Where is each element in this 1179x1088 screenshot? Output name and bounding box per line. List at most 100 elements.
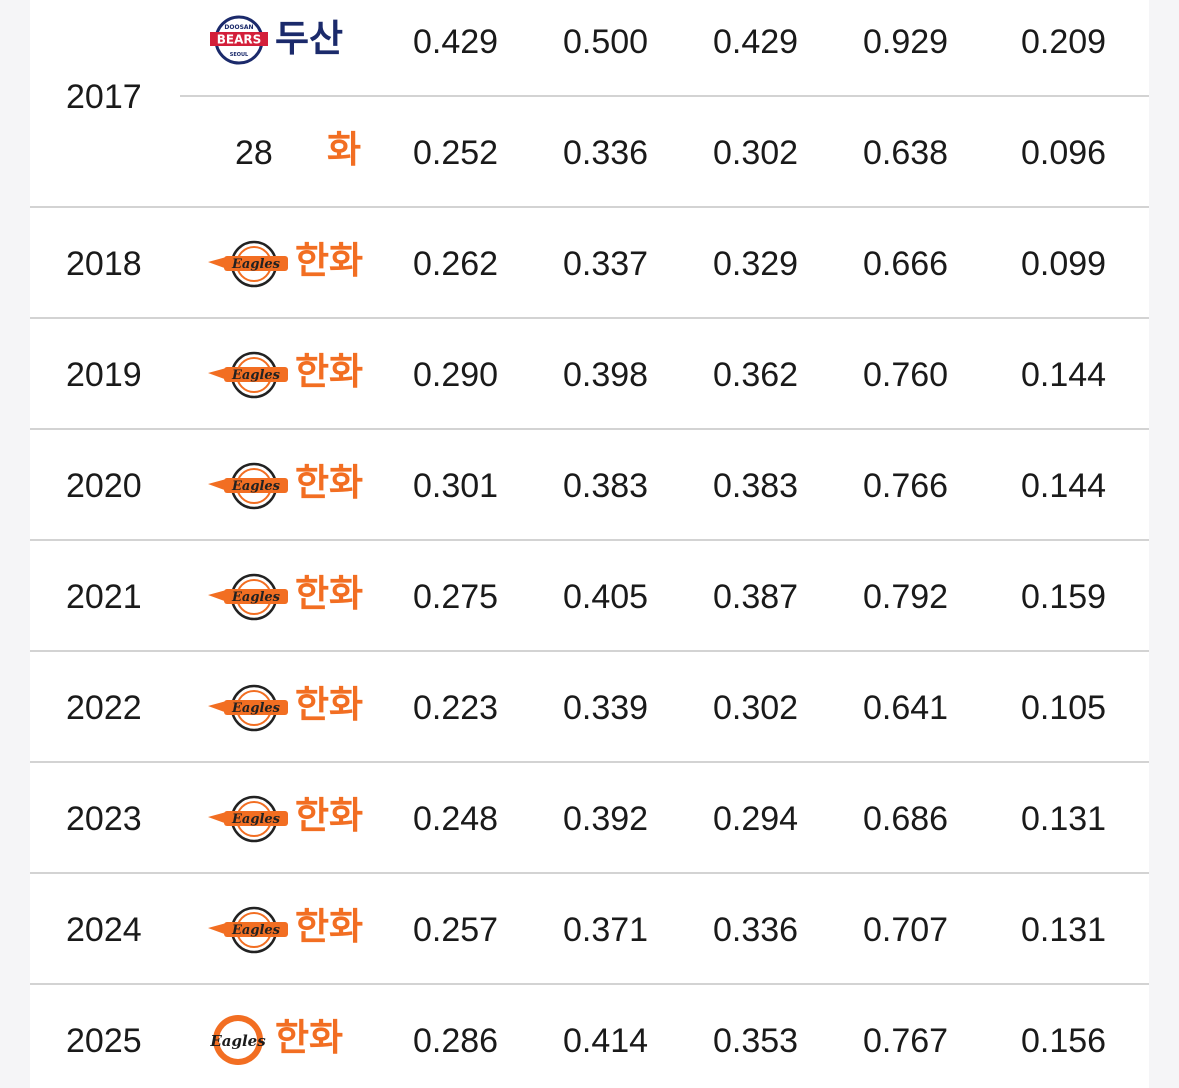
stat-value: 0.131 <box>1021 800 1107 838</box>
stat-value: 0.792 <box>863 578 949 616</box>
hanwha-eagles-logo-icon: Eagles <box>208 793 290 850</box>
logo-top-text: DOOSAN <box>224 24 253 31</box>
row-divider <box>30 761 1149 763</box>
stat-value: 0.144 <box>1021 467 1107 505</box>
year-cell: 2022 <box>66 689 142 727</box>
stat-value: 0.156 <box>1021 1022 1107 1060</box>
row-divider <box>180 95 1149 97</box>
stat-value: 0.500 <box>563 23 649 61</box>
team-name: 한화 <box>275 1017 344 1058</box>
stat-value: 0.383 <box>563 467 649 505</box>
stat-value: 0.336 <box>563 134 649 172</box>
stat-value: 0.383 <box>713 467 799 505</box>
row-divider <box>30 983 1149 985</box>
stat-value: 0.429 <box>413 23 499 61</box>
hanwha-eagles-logo-icon: Eagles <box>208 682 290 739</box>
stat-value: 0.641 <box>863 689 949 727</box>
hanwha-eagles-logo-icon: Eagles <box>208 904 290 961</box>
stat-value: 0.767 <box>863 1022 949 1060</box>
stat-value: 0.638 <box>863 134 949 172</box>
hanwha-eagles-logo-icon: Eagles <box>208 238 290 295</box>
stat-value: 0.371 <box>563 911 649 949</box>
row-prefix: 28 <box>235 134 273 172</box>
stat-value: 0.144 <box>1021 356 1107 394</box>
stat-value: 0.398 <box>563 356 649 394</box>
year-cell: 2017 <box>66 78 142 116</box>
logo-text: Eagles <box>231 923 281 938</box>
logo-text: Eagles <box>231 257 281 272</box>
team-name: 두산 <box>275 18 344 59</box>
stat-value: 0.302 <box>713 134 799 172</box>
year-cell: 2023 <box>66 800 142 838</box>
row-divider <box>30 539 1149 541</box>
stat-value: 0.336 <box>713 911 799 949</box>
stat-value: 0.294 <box>713 800 799 838</box>
team-name: 한화 <box>295 351 364 392</box>
row-divider <box>30 650 1149 652</box>
logo-bottom-text: SEOUL <box>230 52 249 58</box>
doosan-bears-logo-icon: DOOSAN BEARS SEOUL <box>210 15 268 70</box>
year-cell: 2025 <box>66 1022 142 1060</box>
stat-value: 0.262 <box>413 245 499 283</box>
stat-value: 0.686 <box>863 800 949 838</box>
stat-value: 0.131 <box>1021 911 1107 949</box>
team-name: 한화 <box>295 684 364 725</box>
stat-value: 0.929 <box>863 23 949 61</box>
stat-value: 0.707 <box>863 911 949 949</box>
year-cell: 2021 <box>66 578 142 616</box>
team-name: 한화 <box>295 795 364 836</box>
stat-value: 0.286 <box>413 1022 499 1060</box>
team-name: 한화 <box>295 462 364 503</box>
stat-value: 0.159 <box>1021 578 1107 616</box>
stat-value: 0.362 <box>713 356 799 394</box>
stat-value: 0.666 <box>863 245 949 283</box>
stat-value: 0.301 <box>413 467 499 505</box>
stat-value: 0.302 <box>713 689 799 727</box>
logo-text: Eagles <box>231 368 281 383</box>
stat-value: 0.414 <box>563 1022 649 1060</box>
stat-value: 0.290 <box>413 356 499 394</box>
row-divider <box>30 428 1149 430</box>
logo-text: Eagles <box>231 479 281 494</box>
stat-value: 0.248 <box>413 800 499 838</box>
stat-value: 0.252 <box>413 134 499 172</box>
team-name: 화 <box>327 129 362 170</box>
stat-value: 0.223 <box>413 689 499 727</box>
stat-value: 0.387 <box>713 578 799 616</box>
stat-value: 0.392 <box>563 800 649 838</box>
team-name: 한화 <box>295 240 364 281</box>
stat-value: 0.353 <box>713 1022 799 1060</box>
year-cell: 2024 <box>66 911 142 949</box>
hanwha-eagles-logo-icon: Eagles <box>208 571 290 628</box>
hanwha-eagles-new-logo-icon: Eagles <box>209 1013 266 1072</box>
logo-text: Eagles <box>231 590 281 605</box>
logo-text: Eagles <box>231 812 281 827</box>
team-name: 한화 <box>295 573 364 614</box>
stats-table: 2017 DOOSAN BEARS SEOUL 두산 0.429 0.500 0… <box>30 0 1149 1088</box>
stat-value: 0.766 <box>863 467 949 505</box>
stat-value: 0.099 <box>1021 245 1107 283</box>
row-divider <box>30 872 1149 874</box>
row-divider <box>30 206 1149 208</box>
stat-value: 0.405 <box>563 578 649 616</box>
stat-value: 0.275 <box>413 578 499 616</box>
stat-value: 0.429 <box>713 23 799 61</box>
stat-value: 0.105 <box>1021 689 1107 727</box>
stat-value: 0.096 <box>1021 134 1107 172</box>
stat-value: 0.329 <box>713 245 799 283</box>
year-cell: 2019 <box>66 356 142 394</box>
row-divider <box>30 317 1149 319</box>
hanwha-eagles-logo-icon: Eagles <box>208 349 290 406</box>
logo-text: Eagles <box>231 701 281 716</box>
year-cell: 2018 <box>66 245 142 283</box>
stat-value: 0.337 <box>563 245 649 283</box>
stat-value: 0.209 <box>1021 23 1107 61</box>
stat-value: 0.257 <box>413 911 499 949</box>
logo-text: Eagles <box>210 1032 266 1050</box>
hanwha-eagles-logo-icon: Eagles <box>208 460 290 517</box>
stat-value: 0.760 <box>863 356 949 394</box>
team-name: 한화 <box>295 906 364 947</box>
stat-value: 0.339 <box>563 689 649 727</box>
logo-main-text: BEARS <box>217 33 262 47</box>
year-cell: 2020 <box>66 467 142 505</box>
